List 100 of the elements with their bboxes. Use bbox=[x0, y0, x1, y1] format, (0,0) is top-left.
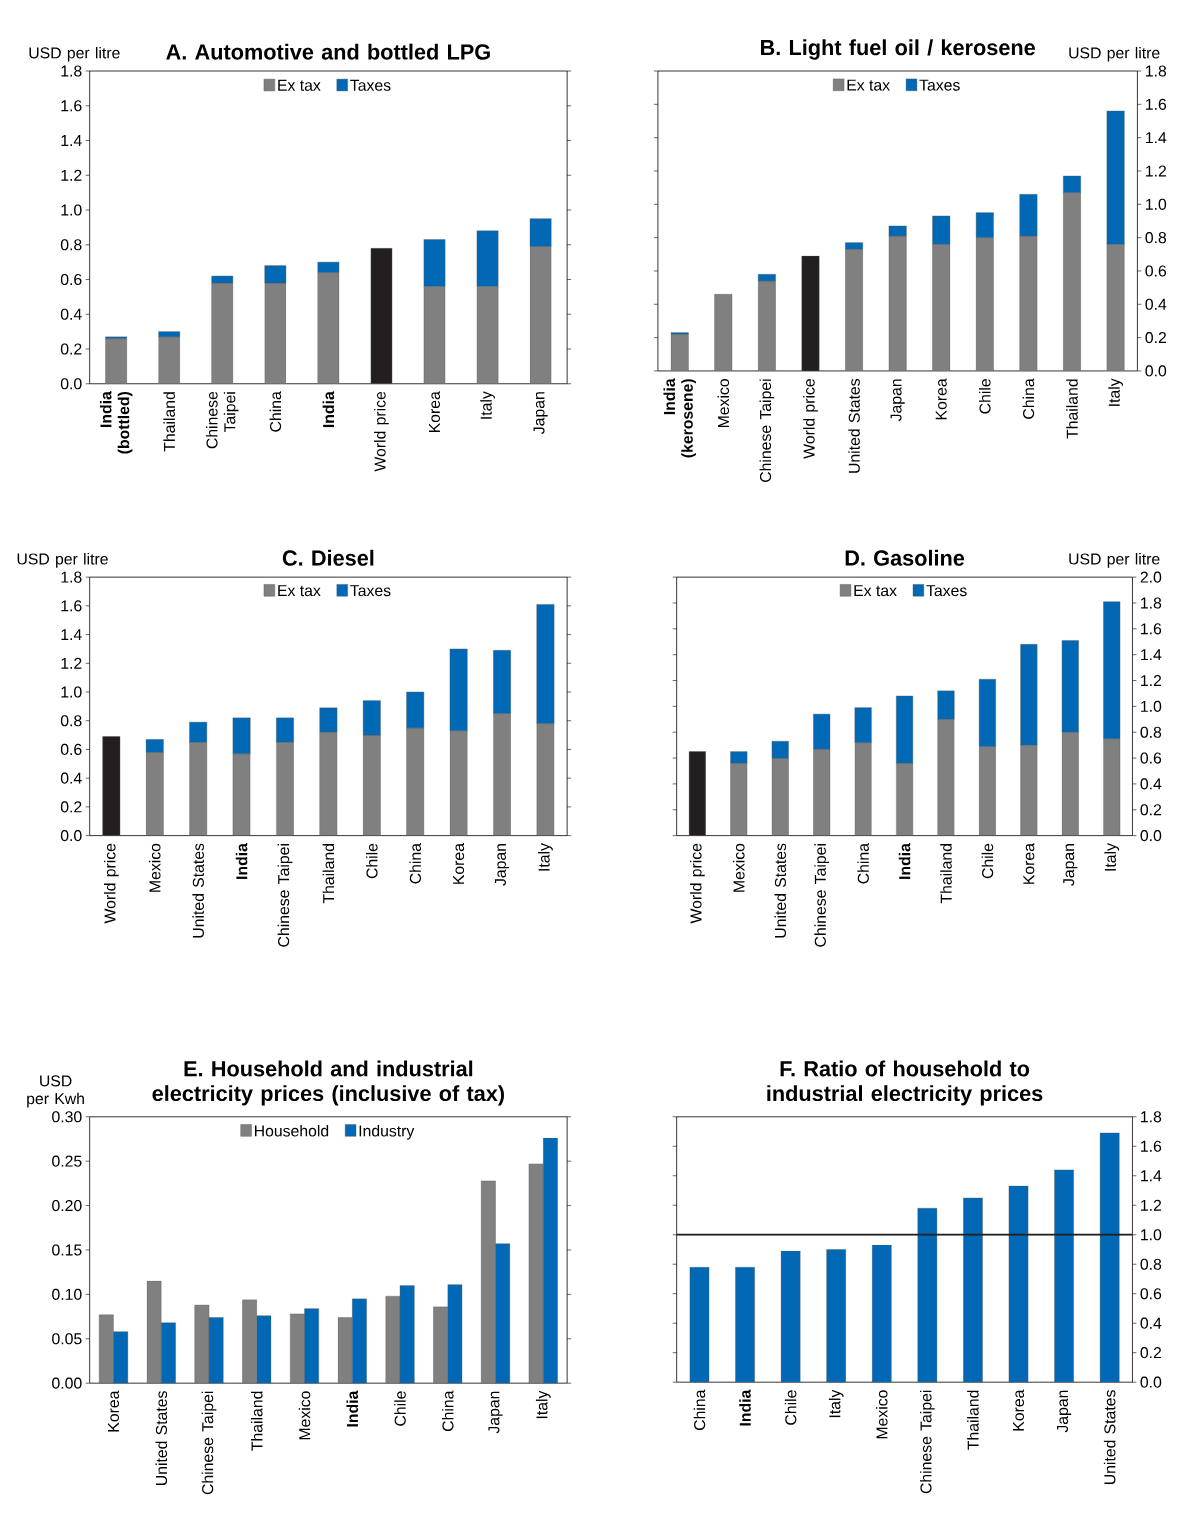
y-tick-label: 0.15 bbox=[52, 1244, 82, 1256]
x-tick-label: Chinese Taipei bbox=[277, 844, 293, 947]
y2-axis-title: USD per litre bbox=[1069, 46, 1160, 62]
y-tick-label: 0.05 bbox=[52, 1333, 82, 1345]
y-tick-label: 1.2 bbox=[61, 169, 82, 181]
bar bbox=[801, 255, 820, 371]
y-axis-title: USD per litre bbox=[17, 553, 108, 568]
bar bbox=[543, 1137, 558, 1384]
bar bbox=[1008, 1185, 1029, 1383]
legend-label: Ex tax bbox=[278, 585, 321, 597]
y2-tick-label: 1.8 bbox=[1146, 65, 1167, 77]
y-tick-label: 1.8 bbox=[61, 571, 82, 583]
x-tick-label: Japan bbox=[1063, 844, 1078, 886]
x-tick-label: Italy bbox=[536, 1390, 551, 1419]
x-tick-label: Mexico bbox=[733, 843, 745, 892]
y2-tick-label: 0.4 bbox=[1145, 298, 1167, 310]
legend-label: Taxes bbox=[350, 79, 391, 91]
x-tick-label: Chile bbox=[784, 1390, 797, 1425]
y2-tick-label: 0.2 bbox=[1140, 804, 1162, 816]
x-tick-label: Chinese Taipei bbox=[201, 1391, 217, 1495]
chart-title: C. Diesel bbox=[282, 549, 374, 566]
bar bbox=[670, 334, 689, 371]
y-tick-label: 0.2 bbox=[61, 343, 82, 355]
x-tick-label: Mexico bbox=[876, 1390, 888, 1439]
y2-tick-label: 1.2 bbox=[1141, 675, 1162, 687]
y-tick-label: 0.8 bbox=[61, 239, 82, 251]
x-tick-label: India bbox=[346, 1390, 359, 1427]
legend-label: Taxes bbox=[350, 585, 391, 597]
x-tick-label: Thailand bbox=[967, 1390, 979, 1450]
x-tick-label: China bbox=[857, 843, 870, 884]
x-tick-label: Mexico bbox=[149, 843, 161, 892]
y2-tick-label: 1.6 bbox=[1146, 98, 1167, 110]
y2-tick-label: 1.2 bbox=[1146, 165, 1167, 177]
y2-tick-label: 1.4 bbox=[1141, 1170, 1162, 1182]
y2-tick-label: 1.6 bbox=[1141, 623, 1162, 635]
x-tick-label: China bbox=[693, 1389, 706, 1431]
x-tick-label: China bbox=[409, 843, 422, 884]
y-tick-label: 1.8 bbox=[61, 65, 82, 77]
x-tick-label: Mexico bbox=[298, 1391, 311, 1440]
x-tick-label: Chinese Taipei bbox=[920, 1390, 935, 1494]
x-tick-label: Italy bbox=[1108, 378, 1124, 406]
x-tick-label: Korea bbox=[108, 1390, 120, 1432]
y2-tick-label: 0.2 bbox=[1140, 1347, 1162, 1359]
bar bbox=[105, 338, 128, 384]
x-tick-label: United States bbox=[774, 843, 787, 938]
y2-tick-label: 0.0 bbox=[1140, 830, 1162, 842]
y-tick-label: 0.00 bbox=[52, 1377, 82, 1389]
x-tick-label: Chinese Taipei bbox=[759, 379, 775, 482]
x-tick-label: Thailand bbox=[322, 844, 335, 904]
x-tick-label: Chinese Taipei bbox=[206, 391, 239, 449]
legend-label: Household bbox=[255, 1124, 329, 1137]
x-tick-label: Thailand bbox=[163, 392, 176, 452]
y-tick-label: 0.30 bbox=[52, 1111, 82, 1123]
x-tick-label: World price bbox=[374, 391, 389, 472]
bar bbox=[113, 1331, 129, 1384]
bar bbox=[1054, 1169, 1074, 1383]
x-tick-label: Italy bbox=[828, 1389, 844, 1418]
y2-tick-label: 0.8 bbox=[1145, 232, 1167, 244]
y-tick-label: 1.0 bbox=[61, 686, 82, 698]
x-tick-label: United States bbox=[155, 1391, 168, 1486]
chart-title: F. Ratio of household to industrial electricity prices bbox=[767, 1060, 1043, 1106]
y-tick-label: 0.10 bbox=[52, 1288, 82, 1300]
y2-tick-label: 1.6 bbox=[1141, 1140, 1162, 1152]
y2-tick-label: 0.8 bbox=[1140, 1258, 1162, 1270]
x-tick-label: World price bbox=[690, 843, 705, 924]
y-tick-label: 0.0 bbox=[61, 378, 82, 390]
x-tick-label: Italy bbox=[538, 843, 553, 871]
y2-tick-label: 1.4 bbox=[1146, 132, 1167, 144]
x-tick-label: India bbox=[739, 1389, 751, 1426]
y2-tick-label: 0.6 bbox=[1140, 752, 1162, 764]
bar bbox=[872, 1244, 892, 1383]
x-tick-label: India bbox=[235, 843, 248, 879]
x-tick-label: Mexico bbox=[717, 379, 730, 428]
bar bbox=[780, 1250, 801, 1383]
legend-label: Ex tax bbox=[847, 79, 891, 91]
y2-tick-label: 0.4 bbox=[1140, 1317, 1162, 1329]
y2-tick-label: 1.8 bbox=[1141, 597, 1162, 609]
x-tick-label: Italy bbox=[480, 391, 496, 419]
y-tick-label: 0.8 bbox=[61, 715, 82, 727]
bar bbox=[826, 1249, 847, 1383]
y-tick-label: 1.6 bbox=[61, 600, 82, 612]
y2-tick-label: 0.0 bbox=[1145, 365, 1167, 377]
y-axis-title: USD per litre bbox=[29, 46, 120, 62]
y2-tick-label: 1.0 bbox=[1141, 1229, 1162, 1241]
y-tick-label: 1.4 bbox=[61, 629, 82, 640]
x-tick-label: Japan bbox=[1057, 1390, 1072, 1433]
x-tick-label: China bbox=[269, 391, 282, 432]
x-tick-label: Thailand bbox=[1066, 379, 1078, 439]
y2-tick-label: 1.4 bbox=[1141, 649, 1162, 661]
chart-title: B. Light fuel oil / kerosene bbox=[761, 39, 1036, 60]
y-tick-label: 0.4 bbox=[61, 772, 82, 784]
x-tick-label: India (bottled) bbox=[100, 391, 133, 454]
x-tick-label: Chile bbox=[979, 379, 991, 414]
y2-tick-label: 0.2 bbox=[1145, 332, 1167, 344]
y2-tick-label: 1.0 bbox=[1141, 700, 1162, 712]
y-tick-label: 0.6 bbox=[61, 273, 82, 286]
legend-label: Industry bbox=[359, 1124, 415, 1140]
x-tick-label: Korea bbox=[429, 391, 441, 433]
x-tick-label: Chile bbox=[394, 1391, 406, 1426]
y-tick-label: 0.25 bbox=[52, 1155, 82, 1167]
